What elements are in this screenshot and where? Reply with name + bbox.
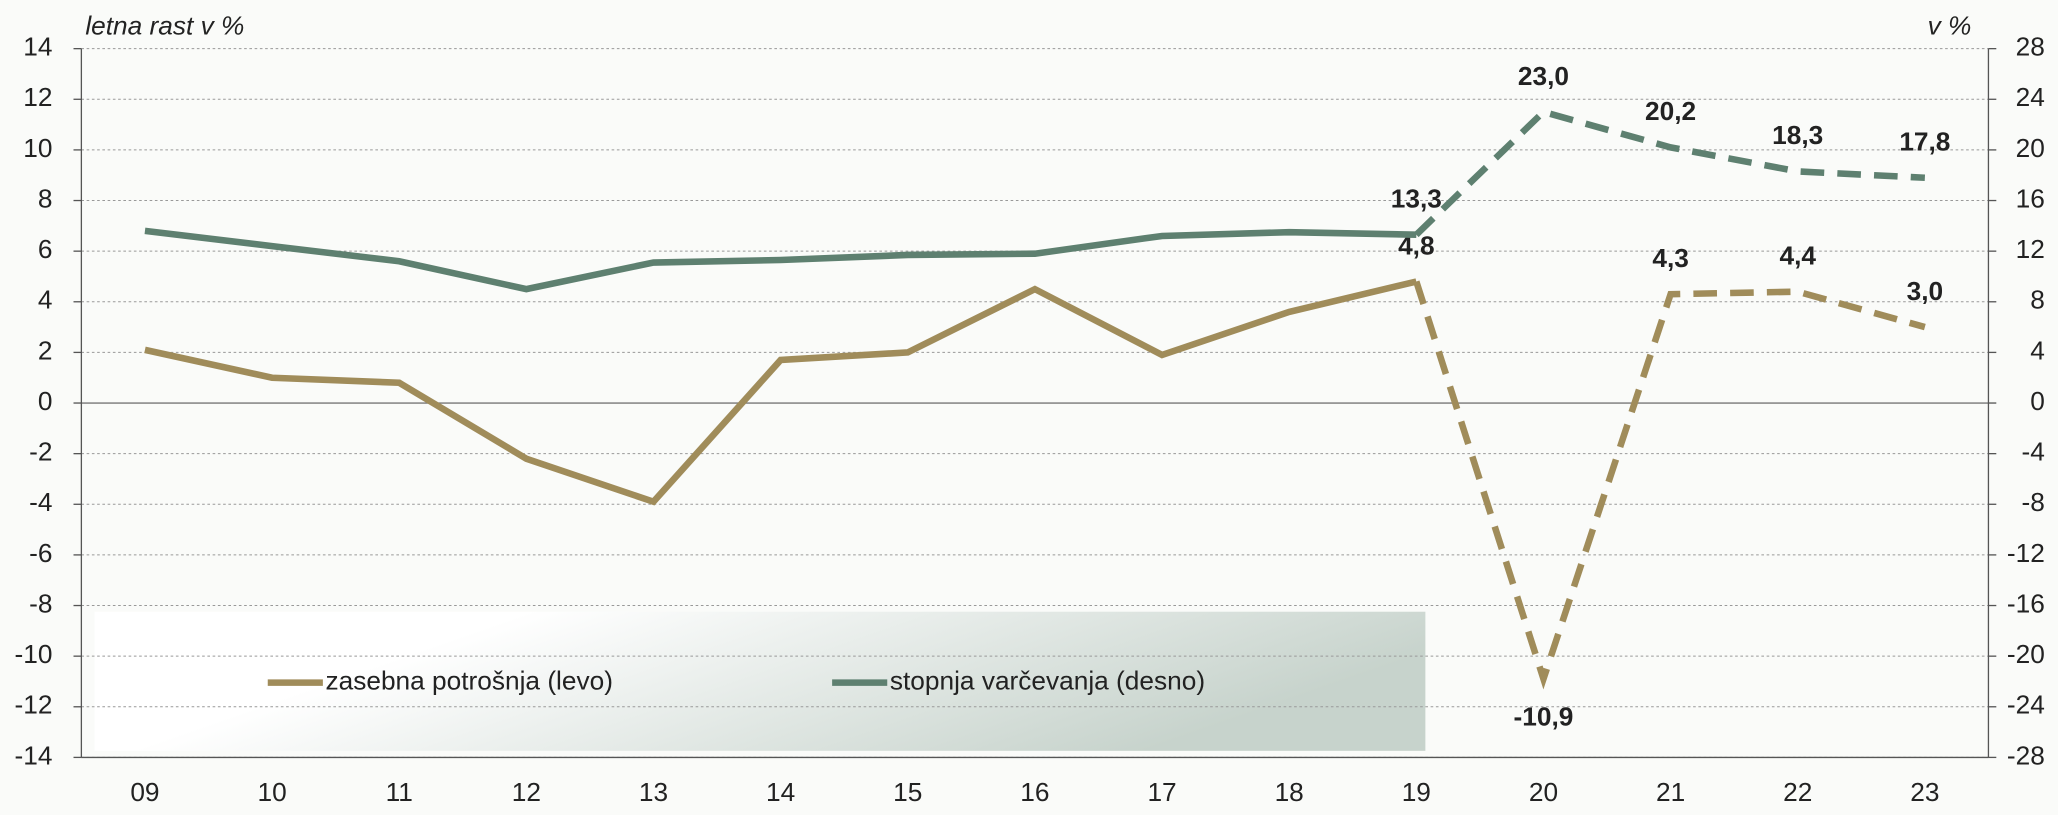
x-tick-label: 13 (639, 777, 668, 807)
x-tick-label: 17 (1147, 777, 1176, 807)
data-label: 20,2 (1645, 96, 1696, 126)
y-tick-label: -12 (15, 690, 53, 720)
y-tick-label: -4 (29, 487, 52, 517)
y2-tick-label: 12 (2016, 234, 2045, 264)
x-tick-label: 11 (386, 777, 413, 807)
y2-tick-label: -20 (2007, 639, 2045, 669)
y2-tick-label: 0 (2030, 386, 2045, 416)
forecast-line (1414, 108, 1926, 238)
y2-tick-label: -12 (2007, 538, 2045, 568)
y-tick-label: 2 (38, 335, 53, 365)
x-tick-label: 23 (1910, 777, 1939, 807)
x-tick-label: 18 (1275, 777, 1304, 807)
y2-tick-label: -4 (2022, 437, 2045, 467)
y2-tick-label: -8 (2022, 487, 2045, 517)
forecast-line (1413, 280, 1926, 690)
y-tick-label: -6 (29, 538, 52, 568)
x-tick-label: 22 (1783, 777, 1812, 807)
x-tick-label: 14 (766, 777, 795, 807)
legend-label: zasebna potrošnja (levo) (326, 666, 613, 696)
y-tick-label: 0 (38, 386, 53, 416)
y-tick-label: -14 (15, 740, 53, 770)
x-tick-label: 10 (257, 777, 286, 807)
y2-axis-label: v % (1928, 11, 1972, 41)
legend-label: stopnja varčevanja (desno) (890, 666, 1205, 696)
x-tick-label: 09 (130, 777, 159, 807)
data-label: 3,0 (1907, 276, 1944, 306)
y-tick-label: -2 (29, 437, 52, 467)
y2-tick-label: 24 (2016, 82, 2045, 112)
x-tick-label: 19 (1402, 777, 1431, 807)
y2-tick-label: -24 (2007, 690, 2045, 720)
y-tick-label: 8 (38, 183, 53, 213)
y2-tick-label: -28 (2007, 740, 2045, 770)
line (144, 227, 1417, 293)
data-label: 4,4 (1779, 240, 1816, 270)
y2-tick-label: 28 (2016, 32, 2045, 62)
data-label: 18,3 (1772, 120, 1823, 150)
y-tick-label: 12 (23, 82, 52, 112)
data-label: 4,3 (1652, 243, 1689, 273)
x-tick-label: 16 (1020, 777, 1049, 807)
data-label: -10,9 (1514, 701, 1574, 731)
line (144, 278, 1418, 506)
data-label: 17,8 (1899, 127, 1950, 157)
data-label: 13,3 (1391, 184, 1442, 214)
y-tick-label: 14 (23, 32, 52, 62)
y2-tick-label: 16 (2016, 183, 2045, 213)
y-tick-label: 10 (23, 133, 52, 163)
y-tick-label: -10 (15, 639, 53, 669)
y2-tick-label: 4 (2030, 335, 2045, 365)
x-tick-label: 15 (893, 777, 922, 807)
y-tick-label: 6 (38, 234, 53, 264)
y-tick-label: -8 (29, 588, 52, 618)
y-tick-label: 4 (38, 285, 53, 315)
data-label: 23,0 (1518, 61, 1569, 91)
x-tick-label: 12 (512, 777, 541, 807)
y2-tick-label: 8 (2030, 285, 2045, 315)
y-axis-label: letna rast v % (85, 11, 244, 41)
y2-tick-label: 20 (2016, 133, 2045, 163)
x-tick-label: 20 (1529, 777, 1558, 807)
y2-tick-label: -16 (2007, 588, 2045, 618)
x-tick-label: 21 (1656, 777, 1685, 807)
